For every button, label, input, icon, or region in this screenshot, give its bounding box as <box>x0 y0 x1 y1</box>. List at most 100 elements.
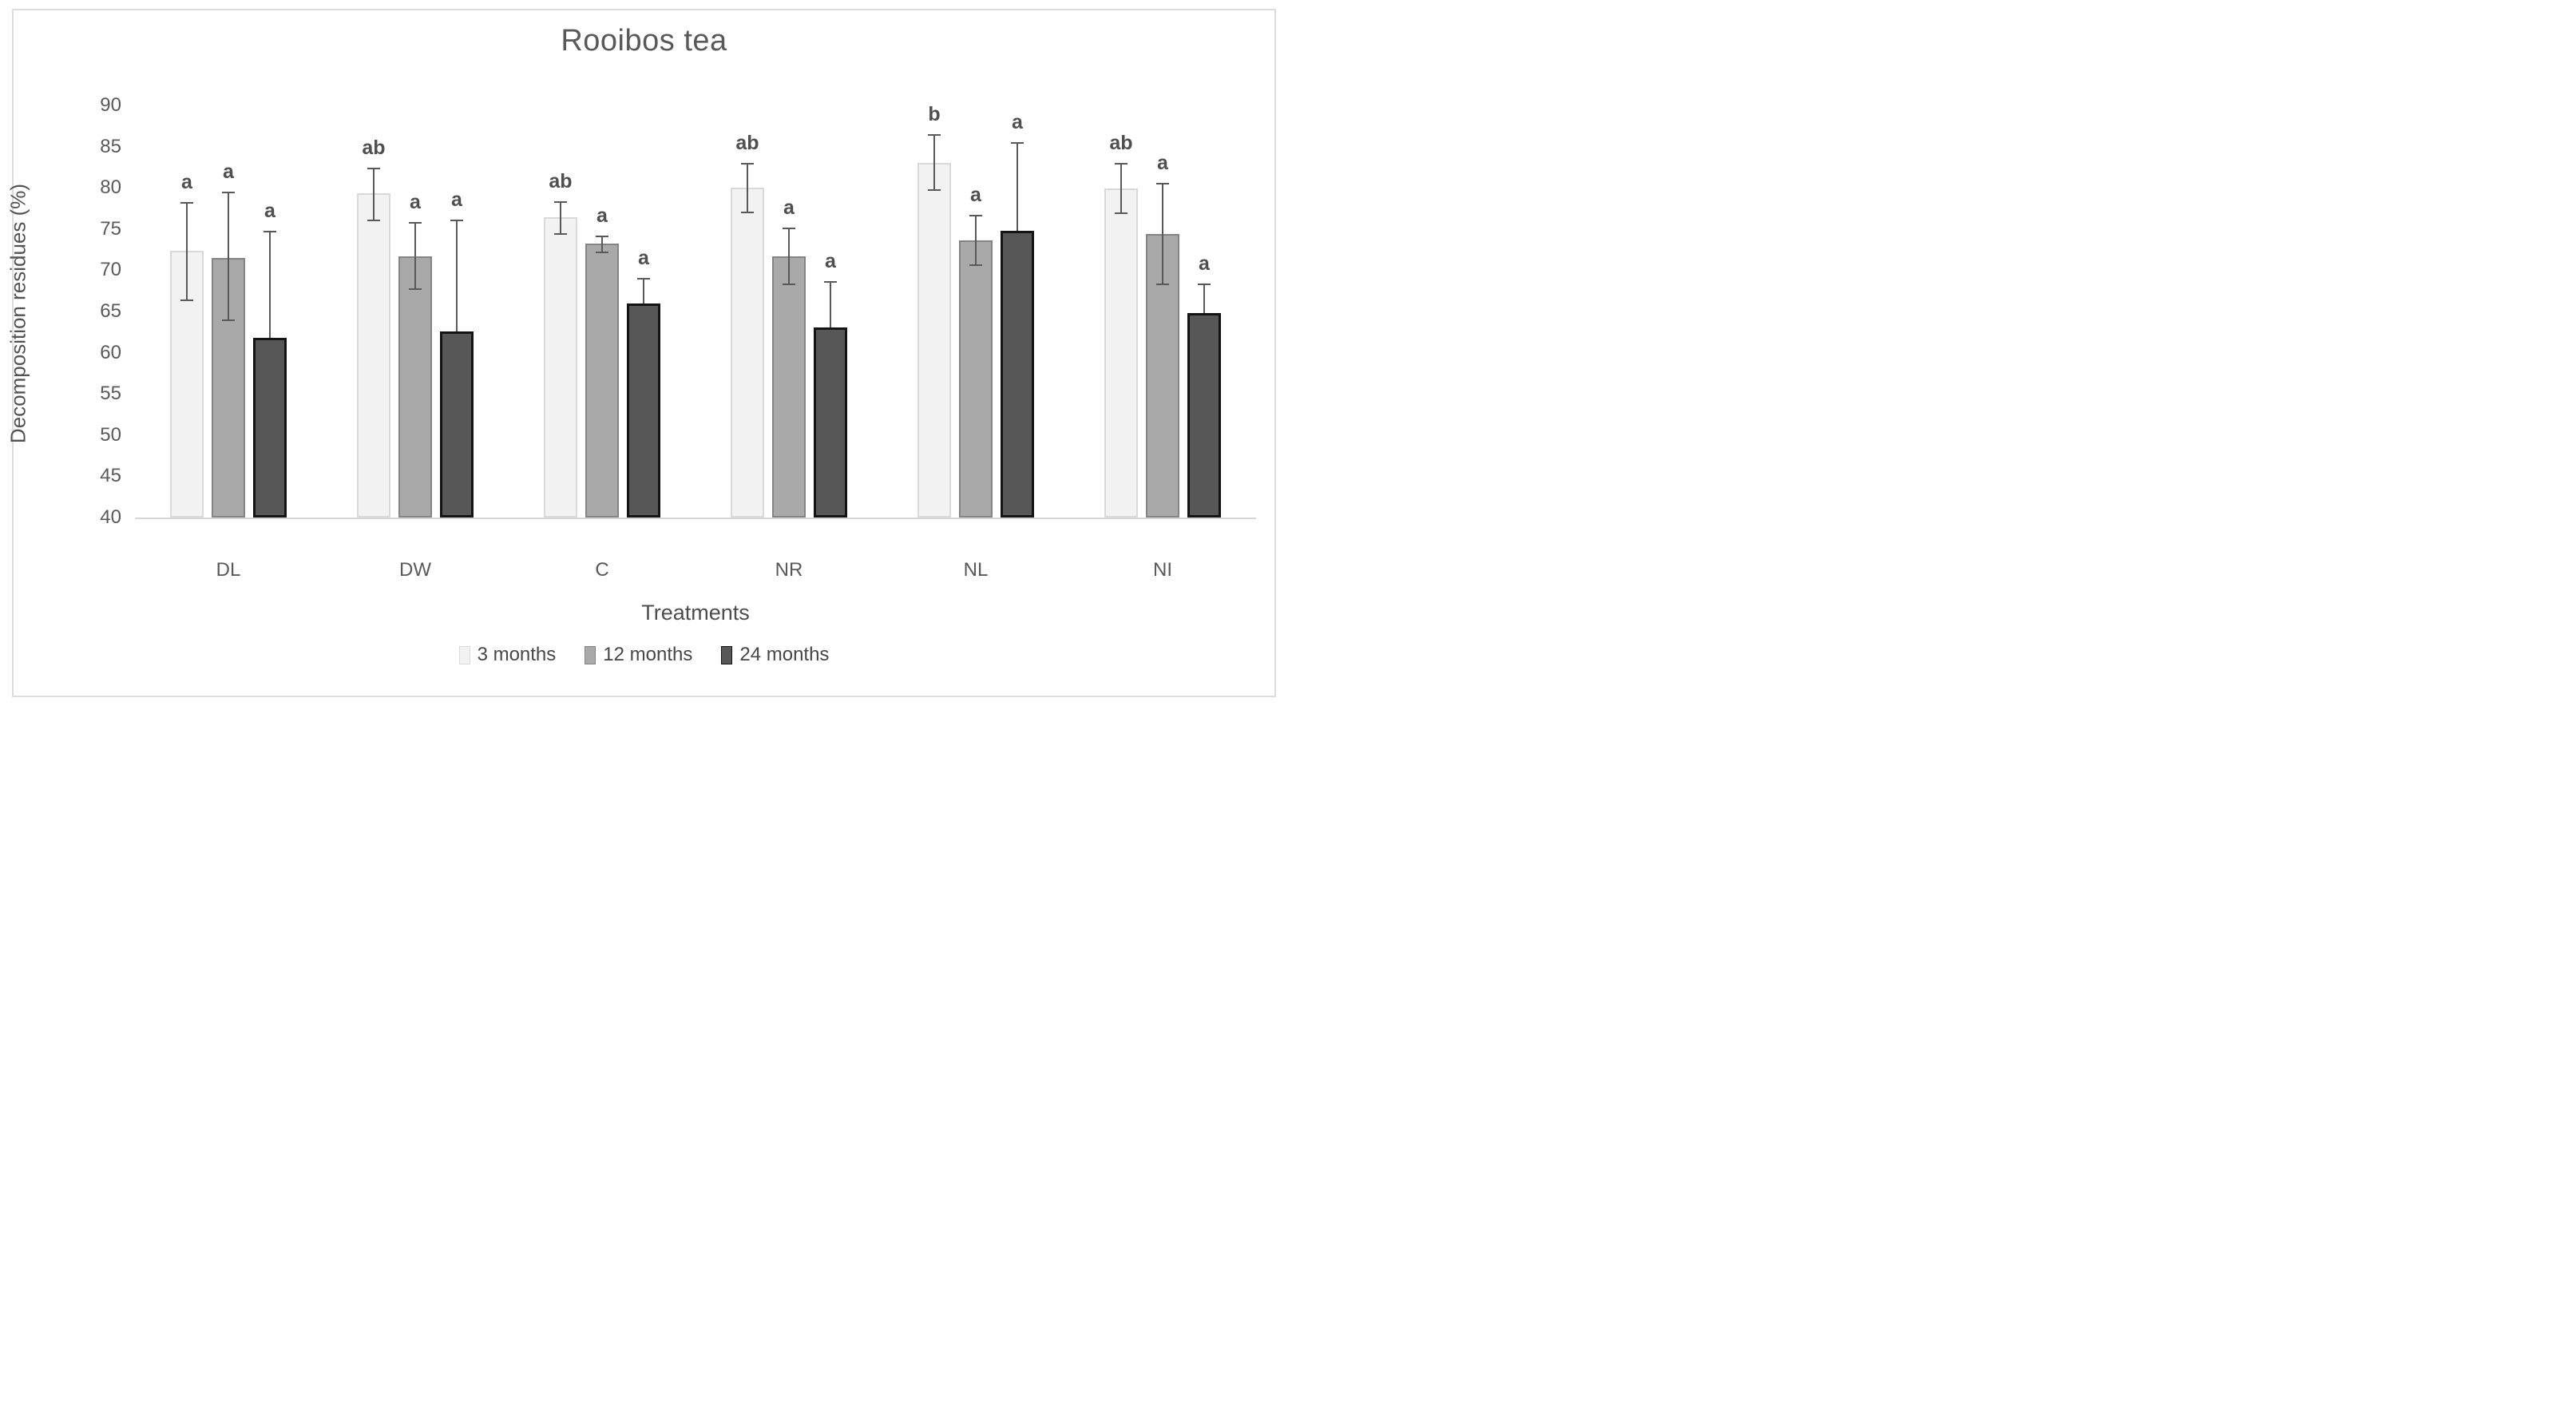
significance-letter: a <box>970 184 981 207</box>
error-bar-cap-bottom <box>409 288 422 291</box>
legend-swatch-icon <box>721 645 733 664</box>
y-tick-label: 80 <box>100 176 121 199</box>
rooibos-tea-bar-chart: Rooibos tea Decomposition residues (%) 9… <box>0 0 1288 706</box>
error-bar-line <box>933 135 935 191</box>
error-bar-line <box>747 164 748 213</box>
significance-letter: a <box>410 190 421 213</box>
legend-item-24-months: 24 months <box>721 644 829 666</box>
significance-letter: a <box>451 188 462 212</box>
error-bar-cap-top <box>637 277 650 280</box>
legend-label: 24 months <box>739 644 830 665</box>
bar-3-months <box>357 193 390 518</box>
error-bar-cap-top <box>1156 183 1169 185</box>
significance-letter: a <box>223 161 234 184</box>
x-tick-label-c: C <box>595 559 609 581</box>
error-bar-line <box>975 216 977 266</box>
error-bar-cap-top <box>180 201 193 204</box>
significance-letter: b <box>928 103 941 126</box>
error-bar-cap-top <box>596 236 608 238</box>
error-bar-cap-bottom <box>554 232 567 235</box>
y-tick-label: 40 <box>100 506 121 528</box>
x-tick-label-dl: DL <box>216 559 241 581</box>
x-tick-label-nl: NL <box>963 559 989 581</box>
significance-letter: a <box>825 249 836 272</box>
bar-12-months <box>398 256 432 518</box>
y-axis-title: Decomposition residues (%) <box>6 183 30 444</box>
error-bar-line <box>830 281 831 327</box>
bar-group-c: ab a a <box>509 105 696 518</box>
x-axis-title: Treatments <box>641 601 750 625</box>
chart-title: Rooibos tea <box>561 24 727 58</box>
x-tick-label-nr: NR <box>775 559 803 581</box>
y-tick-label: 55 <box>100 383 121 405</box>
error-bar-line <box>560 201 561 234</box>
error-bar-cap-bottom <box>1156 283 1169 285</box>
x-tick-label-ni: NI <box>1153 559 1172 581</box>
legend-label: 3 months <box>477 644 557 665</box>
legend-item-12-months: 12 months <box>585 644 692 666</box>
error-bar-cap-top <box>824 280 837 283</box>
error-bar-cap-top <box>367 168 380 170</box>
significance-letter: a <box>783 196 795 219</box>
bar-3-months <box>544 217 577 518</box>
error-bar-cap-bottom <box>180 299 193 301</box>
plot-area: a a a ab a a ab a a ab a a b a a ab a a <box>135 103 1256 519</box>
error-bar-cap-bottom <box>741 212 754 214</box>
error-bar-line <box>1017 143 1018 231</box>
bar-24-months <box>1001 230 1034 518</box>
y-tick-label: 85 <box>100 135 121 157</box>
error-bar-line <box>1203 284 1205 314</box>
error-bar-cap-bottom <box>596 251 608 253</box>
bar-3-months <box>1104 188 1138 518</box>
legend-swatch-icon <box>585 645 596 664</box>
error-bar-line <box>1162 184 1163 284</box>
significance-letter: a <box>264 199 275 222</box>
bar-group-dl: a a a <box>135 105 322 518</box>
bar-3-months <box>731 188 764 518</box>
bar-12-months <box>772 256 806 518</box>
error-bar-cap-bottom <box>367 220 380 222</box>
y-tick-label: 65 <box>100 300 121 322</box>
y-tick-label: 70 <box>100 259 121 281</box>
error-bar-line <box>186 202 188 300</box>
error-bar-cap-top <box>450 220 463 222</box>
bar-3-months <box>170 250 204 518</box>
bar-24-months <box>627 303 660 518</box>
error-bar-line <box>456 220 458 331</box>
bar-group-dw: ab a a <box>322 105 509 518</box>
significance-letter: a <box>1199 252 1210 275</box>
error-bar-line <box>643 278 644 303</box>
error-bar-cap-bottom <box>222 319 235 322</box>
bar-group-ni: ab a a <box>1069 105 1256 518</box>
legend-label: 12 months <box>603 644 693 665</box>
y-tick-label: 50 <box>100 423 121 446</box>
bar-24-months <box>814 327 847 518</box>
y-tick-label: 60 <box>100 341 121 363</box>
significance-letter: ab <box>549 169 573 192</box>
bar-group-nl: b a a <box>882 103 1069 518</box>
legend-item-3-months: 3 months <box>458 644 557 666</box>
significance-letter: ab <box>362 137 386 160</box>
bar-group-nr: ab a a <box>696 105 882 518</box>
bar-12-months <box>959 240 993 518</box>
legend-swatch-icon <box>458 645 470 664</box>
error-bar-cap-top <box>1115 163 1127 165</box>
bar-24-months <box>440 331 474 518</box>
error-bar-cap-top <box>741 163 754 165</box>
legend: 3 months 12 months 24 months <box>0 644 1288 666</box>
error-bar-cap-top <box>783 227 795 229</box>
error-bar-cap-top <box>409 221 422 224</box>
error-bar-cap-top <box>1198 283 1211 285</box>
error-bar-line <box>788 228 790 284</box>
significance-letter: ab <box>735 132 759 155</box>
error-bar-line <box>1120 164 1122 214</box>
error-bar-cap-bottom <box>783 283 795 285</box>
significance-letter: a <box>596 204 608 228</box>
significance-letter: ab <box>1109 132 1133 155</box>
error-bar-cap-top <box>222 192 235 194</box>
error-bar-line <box>269 231 271 339</box>
bar-3-months <box>917 163 951 518</box>
x-tick-label-dw: DW <box>399 559 431 581</box>
error-bar-cap-bottom <box>969 264 982 267</box>
bar-12-months <box>585 244 619 518</box>
